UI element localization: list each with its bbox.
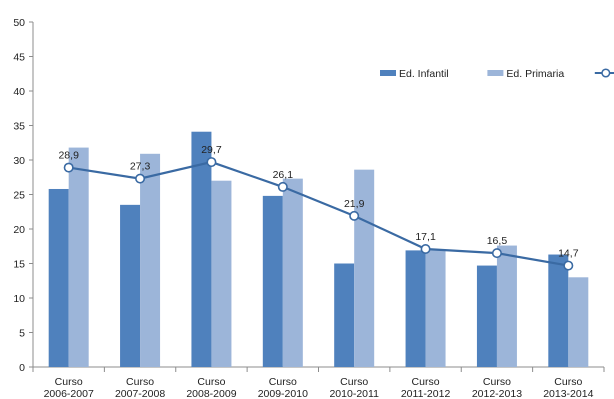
x-axis-ticks: Curso2006-2007Curso2007-2008Curso2008-20…	[32, 367, 605, 399]
bar-ed-infantil	[548, 254, 569, 367]
y-tick-label: 50	[13, 17, 25, 29]
bar-ed-infantil	[48, 188, 69, 367]
bar-ed-primaria	[68, 147, 89, 367]
y-tick-label: 0	[19, 362, 25, 374]
y-tick-label: 30	[13, 155, 25, 167]
bar-ed-primaria	[568, 277, 589, 367]
bar-ed-primaria	[211, 180, 232, 367]
total-data-label: 29,7	[201, 144, 222, 156]
x-tick-label: 2010-2011	[329, 388, 379, 399]
total-data-label: 28,9	[58, 150, 79, 162]
y-tick-label: 15	[13, 259, 25, 271]
total-data-label: 16,5	[487, 235, 508, 247]
bar-ed-infantil	[405, 250, 426, 367]
y-tick-label: 35	[13, 121, 25, 133]
bar-ed-infantil	[476, 265, 497, 367]
total-data-label: 21,9	[344, 198, 365, 210]
total-data-label: 27,3	[130, 161, 151, 173]
x-tick-label: 2011-2012	[401, 388, 451, 399]
y-tick-label: 45	[13, 52, 25, 64]
total-point	[563, 260, 574, 271]
bar-ed-infantil	[191, 131, 212, 367]
legend-swatch-ed-primaria	[487, 70, 504, 76]
total-point	[349, 210, 360, 221]
x-tick-label: Curso	[340, 376, 368, 388]
x-tick-label: 2009-2010	[258, 388, 308, 399]
total-point	[277, 181, 288, 192]
bar-ed-primaria	[282, 178, 303, 367]
x-tick-label: 2008-2009	[186, 388, 236, 399]
bar-ed-primaria	[425, 250, 446, 367]
legend-swatch-ed-infantil	[380, 70, 396, 76]
total-line	[68, 160, 569, 267]
x-tick-label: 2012-2013	[472, 388, 522, 399]
total-point	[63, 162, 74, 173]
x-tick-label: 2007-2008	[115, 388, 165, 399]
data-labels-group: 28,9 27,3 29,7 26,1 21,9 17,1 16,5 14,7	[58, 144, 578, 260]
x-tick-label: 2013-2014	[543, 388, 593, 399]
total-line-group	[63, 157, 574, 271]
total-data-label: 17,1	[415, 231, 436, 243]
x-tick-label: Curso	[269, 376, 297, 388]
x-tick-label: Curso	[412, 376, 440, 388]
bar-ed-infantil	[334, 263, 355, 367]
legend-marker-total	[601, 68, 611, 78]
y-tick-label: 40	[13, 86, 25, 98]
total-data-label: 26,1	[273, 169, 294, 181]
total-point	[491, 248, 502, 259]
bars-group	[48, 131, 589, 367]
x-tick-label: 2006-2007	[44, 388, 94, 399]
bar-ed-infantil	[262, 195, 283, 367]
x-tick-label: Curso	[126, 376, 154, 388]
y-axis-ticks: 0 5 10 15 20 25 30 35 40 45 50	[13, 17, 33, 374]
y-tick-label: 10	[13, 293, 25, 305]
x-tick-label: Curso	[483, 376, 511, 388]
x-tick-label: Curso	[197, 376, 225, 388]
bar-ed-primaria	[140, 153, 161, 367]
bar-ed-primaria	[496, 245, 517, 367]
bar-ed-infantil	[120, 204, 141, 367]
total-point	[420, 244, 431, 255]
legend-label-ed-infantil: Ed. Infantil	[399, 68, 449, 80]
total-point	[206, 157, 217, 168]
total-data-label: 14,7	[558, 248, 579, 260]
total-point	[135, 173, 146, 184]
legend-label-ed-primaria: Ed. Primaria	[506, 68, 564, 80]
x-tick-label: Curso	[55, 376, 83, 388]
y-tick-label: 5	[19, 328, 25, 340]
x-tick-label: Curso	[554, 376, 582, 388]
y-tick-label: 20	[13, 224, 25, 236]
y-tick-label: 25	[13, 190, 25, 202]
